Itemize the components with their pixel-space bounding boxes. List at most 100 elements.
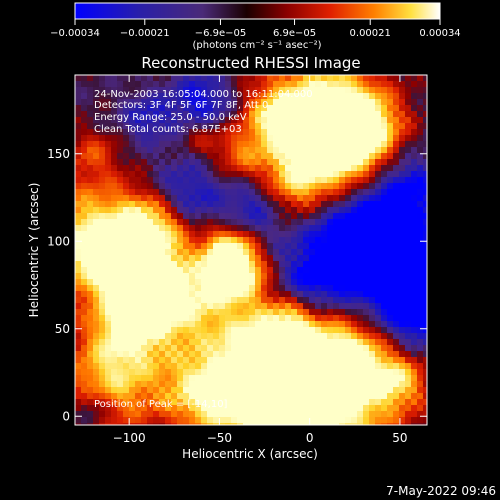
heatmap-cell	[219, 315, 226, 322]
heatmap-cell	[99, 279, 106, 286]
heatmap-cell	[315, 165, 322, 172]
heatmap-cell	[237, 225, 244, 232]
heatmap-cell	[237, 393, 244, 400]
heatmap-cell	[327, 417, 334, 424]
heatmap-cell	[399, 225, 406, 232]
heatmap-cell	[309, 87, 316, 94]
heatmap-cell	[351, 111, 358, 118]
heatmap-cell	[369, 153, 376, 160]
heatmap-cell	[315, 363, 322, 370]
heatmap-cell	[291, 381, 298, 388]
heatmap-cell	[207, 303, 214, 310]
heatmap-cell	[195, 321, 202, 328]
heatmap-cell	[255, 117, 262, 124]
heatmap-cell	[261, 237, 268, 244]
heatmap-cell	[159, 399, 166, 406]
heatmap-cell	[177, 111, 184, 118]
heatmap-cell	[285, 261, 292, 268]
heatmap-cell	[381, 357, 388, 364]
heatmap-cell	[255, 333, 262, 340]
heatmap-cell	[243, 315, 250, 322]
heatmap-cell	[303, 387, 310, 394]
heatmap-cell	[159, 93, 166, 100]
heatmap-cell	[141, 279, 148, 286]
heatmap-cell	[219, 75, 226, 82]
heatmap-cell	[333, 177, 340, 184]
heatmap-cell	[183, 303, 190, 310]
heatmap-cell	[195, 129, 202, 136]
heatmap-cell	[201, 249, 208, 256]
heatmap-cell	[333, 297, 340, 304]
heatmap-cell	[159, 153, 166, 160]
heatmap-cell	[87, 351, 94, 358]
heatmap-cell	[423, 231, 427, 238]
heatmap-cell	[75, 81, 82, 88]
heatmap-cell	[141, 381, 148, 388]
heatmap-cell	[177, 267, 184, 274]
heatmap-cell	[315, 123, 322, 130]
heatmap-cell	[417, 411, 424, 418]
heatmap-cell	[171, 207, 178, 214]
heatmap-cell	[309, 423, 316, 425]
heatmap-cell	[141, 243, 148, 250]
heatmap-cell	[207, 411, 214, 418]
heatmap-cell	[93, 267, 100, 274]
heatmap-cell	[123, 393, 130, 400]
heatmap-cell	[327, 111, 334, 118]
heatmap-cell	[177, 315, 184, 322]
heatmap-cell	[351, 393, 358, 400]
heatmap-cell	[81, 177, 88, 184]
heatmap-cell	[171, 339, 178, 346]
heatmap-cell	[81, 231, 88, 238]
heatmap-cell	[411, 369, 418, 376]
heatmap-cell	[237, 195, 244, 202]
heatmap-cell	[99, 321, 106, 328]
heatmap-cell	[81, 405, 88, 412]
heatmap-cell	[105, 117, 112, 124]
heatmap-cell	[111, 81, 118, 88]
heatmap-cell	[351, 411, 358, 418]
annotation-clean-counts: Clean Total counts: 6.87E+03	[94, 124, 242, 135]
heatmap-cell	[267, 189, 274, 196]
heatmap-cell	[225, 345, 232, 352]
heatmap-cell	[213, 399, 220, 406]
heatmap-cell	[81, 357, 88, 364]
heatmap-cell	[219, 159, 226, 166]
heatmap-cell	[153, 129, 160, 136]
heatmap-cell	[327, 87, 334, 94]
heatmap-cell	[261, 381, 268, 388]
heatmap-cell	[393, 339, 400, 346]
heatmap-cell	[393, 183, 400, 190]
heatmap-cell	[369, 237, 376, 244]
heatmap-cell	[111, 135, 118, 142]
heatmap-cell	[333, 303, 340, 310]
heatmap-cell	[393, 303, 400, 310]
heatmap-cell	[243, 411, 250, 418]
heatmap-cell	[225, 183, 232, 190]
heatmap-cell	[225, 99, 232, 106]
heatmap-cell	[207, 339, 214, 346]
heatmap-cell	[321, 219, 328, 226]
heatmap-cell	[171, 87, 178, 94]
heatmap-cell	[165, 129, 172, 136]
heatmap-cell	[357, 393, 364, 400]
heatmap-cell	[189, 135, 196, 142]
heatmap-cell	[231, 135, 238, 142]
heatmap-cell	[147, 183, 154, 190]
heatmap-cell	[213, 207, 220, 214]
heatmap-cell	[189, 111, 196, 118]
heatmap-cell	[327, 249, 334, 256]
heatmap-cell	[159, 369, 166, 376]
heatmap-cell	[327, 159, 334, 166]
heatmap-cell	[117, 231, 124, 238]
heatmap-cell	[165, 285, 172, 292]
heatmap-cell	[141, 249, 148, 256]
heatmap-cell	[99, 111, 106, 118]
heatmap-cell	[387, 93, 394, 100]
heatmap-cell	[375, 213, 382, 220]
heatmap-cell	[417, 177, 424, 184]
heatmap-cell	[423, 291, 427, 298]
heatmap-cell	[327, 117, 334, 124]
heatmap-cell	[231, 393, 238, 400]
heatmap-cell	[243, 135, 250, 142]
